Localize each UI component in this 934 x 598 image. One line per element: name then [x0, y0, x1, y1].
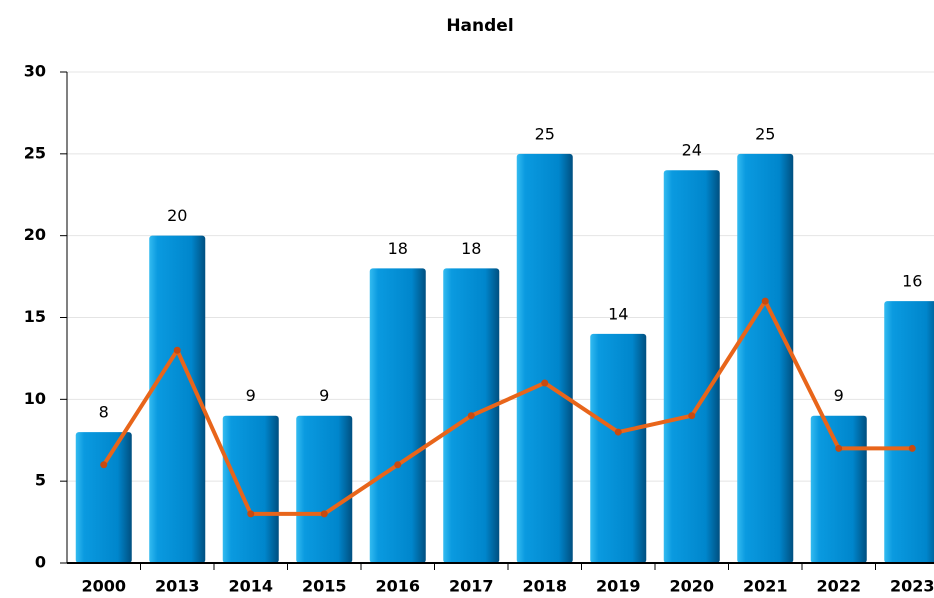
x-tick-label: 2023 [890, 577, 934, 596]
data-label: 16 [902, 272, 922, 291]
bar [810, 415, 867, 563]
bar [296, 415, 353, 563]
bar [737, 153, 794, 564]
bar [222, 415, 279, 563]
data-label: 9 [319, 386, 329, 405]
bar [75, 432, 132, 563]
line-point [688, 412, 696, 420]
y-tick-label: 5 [35, 471, 46, 490]
data-label: 18 [388, 239, 408, 258]
line-point [394, 461, 402, 469]
x-tick-label: 2018 [522, 577, 567, 596]
x-tick-label: 2022 [816, 577, 861, 596]
x-tick-label: 2016 [375, 577, 420, 596]
data-label: 9 [246, 386, 256, 405]
x-tick-label: 2020 [669, 577, 714, 596]
data-label: 8 [99, 403, 109, 422]
bar [884, 301, 934, 563]
line [102, 299, 913, 516]
x-tick-label: 2000 [81, 577, 126, 596]
line-point [100, 461, 108, 469]
x-tick-label: 2013 [155, 577, 200, 596]
line-point [835, 444, 843, 452]
line-point [908, 444, 916, 452]
line-point [614, 428, 622, 436]
x-tick-label: 2019 [596, 577, 641, 596]
data-label: 25 [535, 124, 555, 143]
y-tick-label: 25 [24, 143, 46, 162]
x-tick-label: 2015 [302, 577, 347, 596]
bar [516, 153, 573, 564]
y-tick-label: 0 [35, 553, 46, 572]
y-tick-label: 15 [24, 307, 46, 326]
bar [149, 235, 206, 563]
x-tick-label: 2014 [228, 577, 273, 596]
x-tick-label: 2021 [743, 577, 788, 596]
line-point [541, 379, 549, 387]
y-tick-label: 20 [24, 225, 46, 244]
line-point [173, 346, 181, 354]
data-label: 14 [608, 304, 628, 323]
data-label: 20 [167, 206, 187, 225]
data-label: 25 [755, 124, 775, 143]
data-label: 9 [834, 386, 844, 405]
chart-title: Handel [446, 16, 513, 36]
line-point [320, 510, 328, 518]
line-point [467, 412, 475, 420]
line-point [247, 510, 255, 518]
bar [590, 333, 647, 563]
data-label: 24 [682, 141, 702, 160]
data-label: 18 [461, 239, 481, 258]
line-point [761, 297, 769, 305]
x-tick-label: 2017 [449, 577, 494, 596]
bar [663, 170, 720, 563]
y-tick-label: 10 [24, 389, 46, 408]
bar [369, 268, 426, 563]
y-tick-label: 30 [24, 62, 46, 81]
